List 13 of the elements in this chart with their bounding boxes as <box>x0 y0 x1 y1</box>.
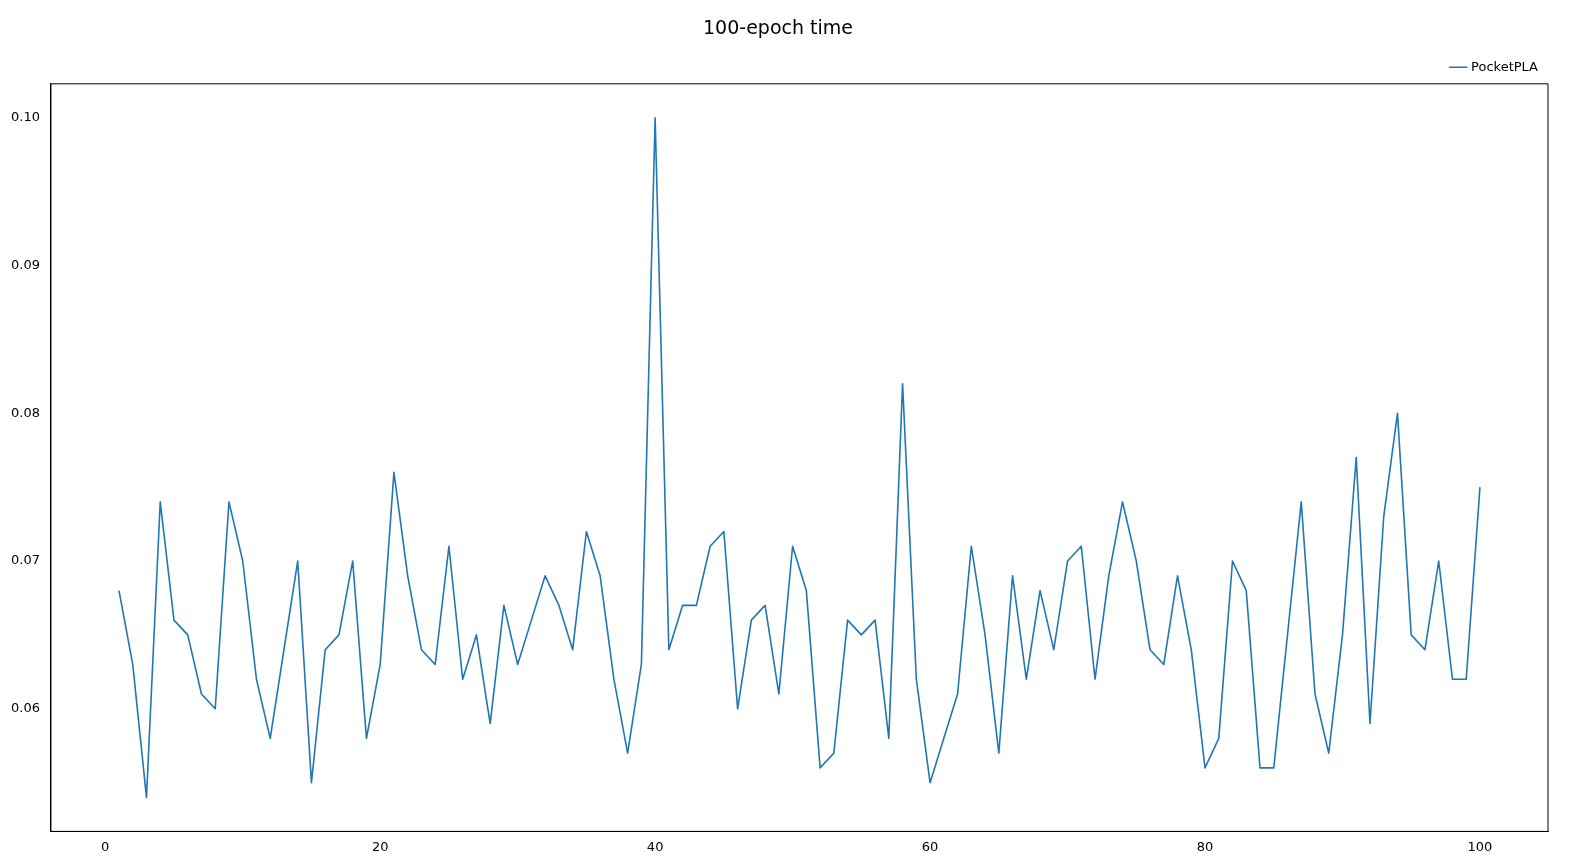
legend-label: PocketPLA <box>1471 58 1539 74</box>
x-tick-label: 60 <box>921 838 939 854</box>
x-tick-label: 40 <box>646 838 664 854</box>
x-tick-label: 20 <box>371 838 389 854</box>
chart-title: 100-epoch time <box>703 16 853 39</box>
x-tick-label: 80 <box>1196 838 1214 854</box>
x-tick-label: 0 <box>101 838 110 854</box>
y-tick-label: 0.10 <box>10 109 40 125</box>
y-tick-label: 0.07 <box>10 552 40 568</box>
y-tick-label: 0.08 <box>10 404 40 420</box>
x-tick-label: 100 <box>1467 838 1493 854</box>
y-tick-label: 0.06 <box>10 700 40 716</box>
y-tick-label: 0.09 <box>10 256 40 272</box>
